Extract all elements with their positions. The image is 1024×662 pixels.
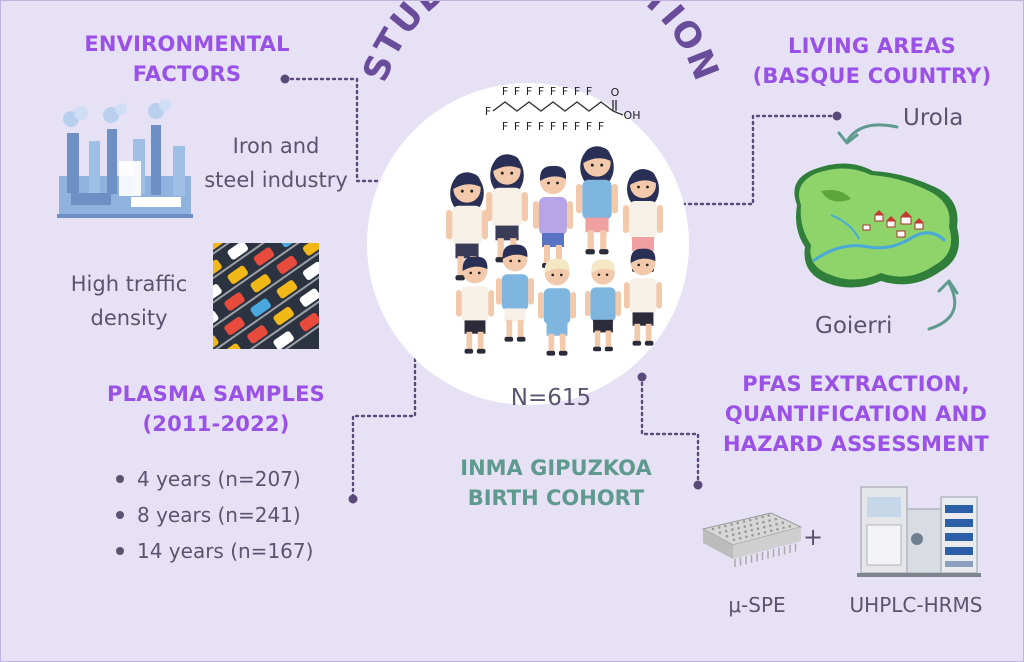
- list-item: 4 years (n=207): [111, 461, 341, 497]
- connector-pfas: [640, 375, 700, 487]
- svg-text:F: F: [514, 85, 520, 98]
- population-count: N=615: [510, 385, 592, 411]
- child-figure: [585, 259, 621, 352]
- child-figure: [446, 172, 488, 281]
- list-item: 14 years (n=167): [111, 533, 341, 569]
- svg-text:F: F: [526, 120, 532, 133]
- child-figure: [486, 154, 528, 263]
- living-areas-heading: LIVING AREAS (BASQUE COUNTRY): [752, 34, 992, 88]
- svg-text:F: F: [502, 85, 508, 98]
- svg-text:F: F: [562, 120, 568, 133]
- child-figure: [576, 146, 618, 255]
- svg-text:F: F: [526, 85, 532, 98]
- svg-text:F: F: [598, 120, 604, 133]
- svg-text:F: F: [514, 120, 520, 133]
- child-figure: [624, 248, 662, 346]
- child-figure: [456, 256, 494, 354]
- svg-text:F: F: [550, 85, 556, 98]
- hydroxyl-label: OH: [624, 109, 641, 122]
- traffic-label: High traffic density: [70, 272, 188, 330]
- spe-label: μ-SPE: [728, 593, 786, 617]
- pfas-heading: PFAS EXTRACTION, QUANTIFICATION AND HAZA…: [723, 372, 989, 456]
- svg-text:F: F: [586, 85, 592, 98]
- cohort-heading: INMA GIPUZKOA BIRTH COHORT: [460, 456, 652, 510]
- connector-living-areas: [675, 114, 839, 206]
- svg-text:F: F: [562, 85, 568, 98]
- svg-text:F: F: [550, 120, 556, 133]
- plasma-samples-heading: PLASMA SAMPLES (2011-2022): [107, 382, 325, 436]
- uhplc-label: UHPLC-HRMS: [849, 593, 983, 617]
- svg-text:F: F: [538, 120, 544, 133]
- urola-label: Urola: [903, 105, 964, 131]
- child-figure: [538, 258, 576, 356]
- svg-text:F: F: [502, 120, 508, 133]
- environmental-factors-heading: ENVIRONMENTAL FACTORS: [84, 32, 290, 86]
- plus-sign: +: [803, 523, 824, 551]
- svg-text:F: F: [538, 85, 544, 98]
- oxygen-label: O: [611, 86, 620, 99]
- goierri-label: Goierri: [815, 313, 893, 339]
- svg-text:F: F: [574, 85, 580, 98]
- list-item: 8 years (n=241): [111, 497, 341, 533]
- svg-text:F: F: [574, 120, 580, 133]
- plasma-samples-list: 4 years (n=207) 8 years (n=241) 14 years…: [111, 461, 341, 569]
- iron-steel-label: Iron and steel industry: [204, 134, 348, 192]
- fluorine-label: F: [485, 105, 491, 118]
- child-figure: [533, 165, 573, 268]
- child-figure: [496, 244, 534, 342]
- svg-text:F: F: [586, 120, 592, 133]
